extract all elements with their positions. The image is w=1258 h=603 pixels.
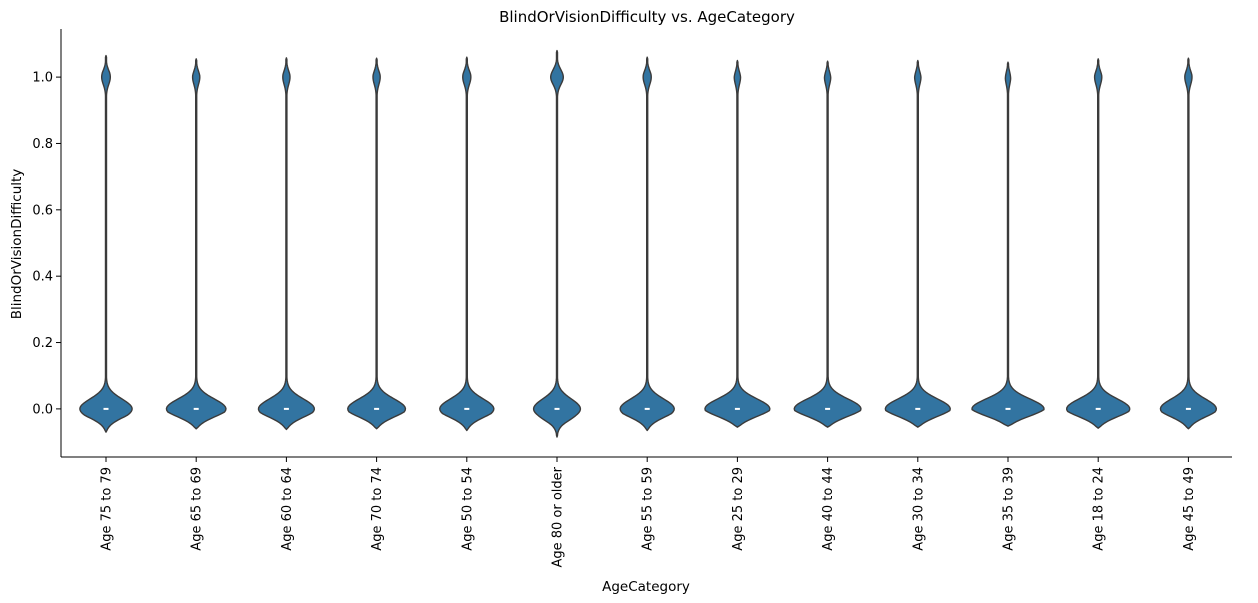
y-tick-label: 0.4 [32, 270, 53, 285]
violin-median-9 [825, 407, 831, 410]
violin-median-1 [103, 407, 109, 410]
violin-12 [1066, 58, 1131, 429]
y-tick-label: 0.0 [32, 402, 53, 417]
violins-group [79, 49, 1218, 438]
x-tick-label: Age 55 to 59 [641, 467, 656, 551]
violin-1 [79, 54, 133, 433]
violin-median-6 [554, 407, 560, 410]
x-ticks-group: Age 75 to 79 Age 65 to 69 Age 60 to 64 Age … [100, 457, 1197, 568]
x-tick-label: Age 18 to 24 [1092, 467, 1107, 551]
x-tick-label: Age 30 to 34 [911, 467, 926, 551]
x-tick-label: Age 45 to 49 [1182, 467, 1197, 551]
y-axis-title: BlindOrVisionDifficulty [9, 169, 25, 320]
axes-group [60, 29, 1232, 458]
violin-median-3 [283, 407, 289, 410]
y-ticks-group: 0.0 0.2 0.4 0.6 0.8 1.0 [32, 71, 61, 417]
violin-median-8 [734, 407, 740, 410]
x-tick-label: Age 50 to 54 [460, 467, 475, 551]
x-tick-label: Age 25 to 29 [731, 467, 746, 551]
violin-median-7 [644, 407, 650, 410]
x-tick-label: Age 35 to 39 [1002, 467, 1017, 551]
x-tick-label: Age 80 or older [551, 466, 566, 567]
violin-median-4 [374, 407, 380, 410]
x-axis-title: AgeCategory [602, 579, 690, 595]
violin-13 [1159, 57, 1218, 430]
x-tick-label: Age 40 to 44 [821, 467, 836, 551]
violin-9 [793, 60, 862, 428]
x-tick-label: Age 65 to 69 [190, 467, 205, 551]
violin-10 [884, 59, 951, 428]
chart-title: BlindOrVisionDifficulty vs. AgeCategory [499, 8, 795, 26]
y-tick-label: 0.6 [32, 203, 53, 218]
violin-6 [532, 49, 582, 438]
y-tick-label: 1.0 [32, 71, 53, 86]
violin-4 [347, 57, 407, 430]
x-tick-label: Age 70 to 74 [370, 467, 385, 551]
violin-2 [165, 58, 227, 430]
violin-11 [971, 61, 1045, 427]
violin-7 [619, 56, 675, 432]
violin-median-11 [1005, 407, 1011, 410]
y-tick-label: 0.8 [32, 137, 53, 152]
x-tick-label: Age 75 to 79 [100, 467, 115, 551]
y-tick-label: 0.2 [32, 336, 53, 351]
violin-median-10 [915, 407, 921, 410]
violin-median-12 [1095, 407, 1101, 410]
violin-median-13 [1185, 407, 1191, 410]
violin-3 [257, 57, 316, 431]
violin-median-2 [193, 407, 199, 410]
violin-5 [439, 56, 495, 432]
violin-8 [704, 59, 771, 428]
x-tick-label: Age 60 to 64 [280, 467, 295, 551]
violin-median-5 [464, 407, 470, 410]
